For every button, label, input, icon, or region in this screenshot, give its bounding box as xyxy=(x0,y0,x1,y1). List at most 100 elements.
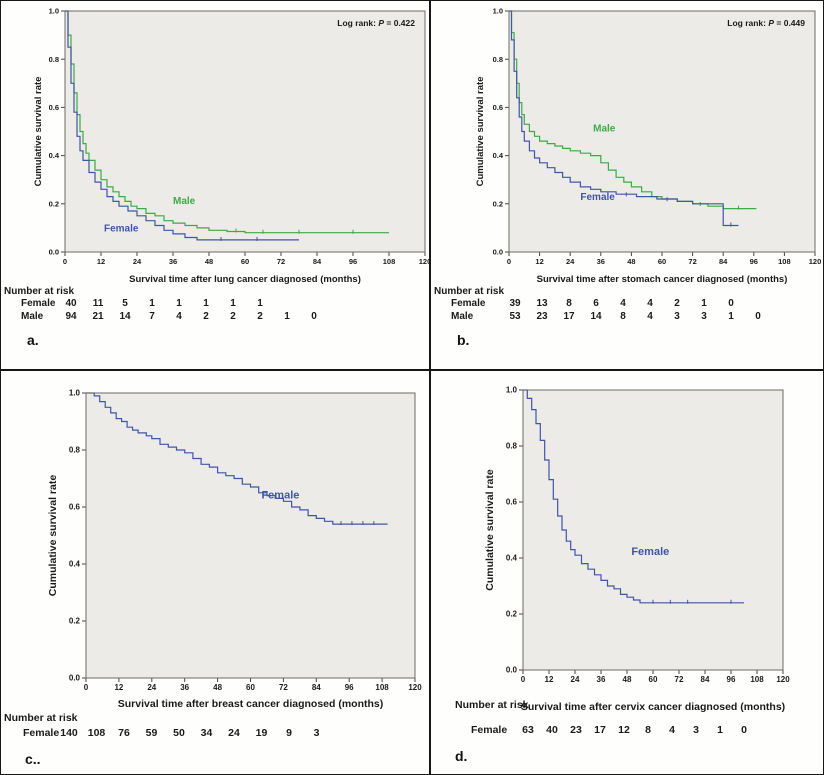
risk-count: 2 xyxy=(257,311,263,322)
risk-count: 5 xyxy=(122,298,128,309)
survival-curve-female xyxy=(65,10,299,241)
x-tick-label: 84 xyxy=(701,675,710,684)
x-tick-label: 60 xyxy=(241,257,249,266)
risk-count: 6 xyxy=(593,298,599,309)
y-tick-label: 0.8 xyxy=(506,442,518,451)
series-label-female: Female xyxy=(104,224,139,235)
risk-count: 17 xyxy=(563,311,575,322)
x-tick-label: 48 xyxy=(213,683,222,692)
risk-count: 50 xyxy=(173,727,185,739)
km-chart-d: 0.00.20.40.60.81.00 12 24 36 48 60 72 84 96 108 12… xyxy=(455,386,790,764)
x-tick-label: 96 xyxy=(750,257,758,266)
risk-count: 39 xyxy=(509,298,521,309)
x-tick-label: 72 xyxy=(277,257,285,266)
x-tick-label: 96 xyxy=(345,683,354,692)
panel-letter: a. xyxy=(27,332,39,348)
survival-curve-male xyxy=(65,10,389,234)
x-tick-label: 24 xyxy=(566,257,575,266)
risk-row-name: Male xyxy=(451,311,474,322)
x-tick-label: 72 xyxy=(688,257,696,266)
y-tick-label: 0.6 xyxy=(506,498,518,507)
log-rank-annotation: Log rank: P = 0.449 xyxy=(727,18,805,28)
x-tick-label: 72 xyxy=(675,675,684,684)
series-label-female: Female xyxy=(261,489,299,501)
risk-count: 14 xyxy=(119,311,131,322)
x-tick-label: 108 xyxy=(375,683,389,692)
y-tick-label: 0.4 xyxy=(506,554,518,563)
y-tick-label: 1.0 xyxy=(493,7,503,16)
number-at-risk-title: Number at risk xyxy=(4,712,78,724)
y-axis-title: Cumulative survival rate xyxy=(47,475,59,597)
panel-letter: c.. xyxy=(25,751,41,767)
risk-count: 3 xyxy=(693,724,699,736)
panel-letter: d. xyxy=(455,748,467,764)
x-axis-title: Survival time after lung cancer diagnose… xyxy=(129,274,361,285)
x-tick-label: 24 xyxy=(147,683,156,692)
risk-count: 23 xyxy=(570,724,582,736)
risk-count: 0 xyxy=(728,298,734,309)
y-axis-title: Cumulative survival rate xyxy=(33,77,44,187)
risk-count: 23 xyxy=(536,311,548,322)
risk-count: 3 xyxy=(674,311,680,322)
x-tick-label: 108 xyxy=(750,675,764,684)
log-rank-italic: P xyxy=(768,18,774,28)
series-label-male: Male xyxy=(173,196,196,207)
risk-count: 8 xyxy=(620,311,626,322)
x-axis-title: Survival time after stomach cancer diagn… xyxy=(537,274,788,285)
log-rank-prefix: Log rank: xyxy=(337,18,378,28)
y-tick-label: 0.2 xyxy=(69,617,81,626)
risk-count: 1 xyxy=(257,298,263,309)
risk-count: 1 xyxy=(176,298,182,309)
risk-count: 0 xyxy=(755,311,761,322)
x-tick-label: 120 xyxy=(419,257,429,266)
y-tick-label: 0.0 xyxy=(493,248,503,257)
x-tick-label: 60 xyxy=(246,683,255,692)
plot-frame xyxy=(522,389,784,671)
x-tick-label: 24 xyxy=(133,257,142,266)
log-rank-suffix: = 0.449 xyxy=(774,18,805,28)
panel-b-stomach: 0.0 0.2 0.4 0.6 0.8 1.0 0 12 24 36 48 60 72 84 96 108 12… xyxy=(431,1,823,369)
panel-a-lung: 0.0 0.2 0.4 0.6 0.8 1.0 0 12 24 36 48 60 72 84 96 108 12… xyxy=(1,1,431,369)
risk-row-name: Female xyxy=(21,298,56,309)
y-tick-label: 0.4 xyxy=(49,151,60,160)
risk-count: 0 xyxy=(741,724,747,736)
x-tick-label: 60 xyxy=(658,257,666,266)
series-label-female: Female xyxy=(580,192,615,203)
risk-count: 1 xyxy=(230,298,236,309)
x-axis-title: Survival time after cervix cancer diagno… xyxy=(521,701,785,713)
risk-count: 34 xyxy=(201,727,213,739)
risk-count: 1 xyxy=(284,311,290,322)
x-tick-label: 36 xyxy=(597,257,605,266)
survival-curve-female xyxy=(509,10,739,227)
number-at-risk-title: Number at risk xyxy=(4,286,74,297)
y-tick-label: 0.0 xyxy=(506,666,518,675)
log-rank-suffix: = 0.422 xyxy=(384,18,415,28)
x-tick-label: 108 xyxy=(383,257,396,266)
x-tick-label: 0 xyxy=(521,675,526,684)
x-tick-label: 120 xyxy=(809,257,822,266)
x-tick-label: 120 xyxy=(776,675,790,684)
x-tick-label: 0 xyxy=(84,683,89,692)
risk-count: 1 xyxy=(701,298,707,309)
risk-count: 24 xyxy=(228,727,240,739)
risk-count: 108 xyxy=(88,727,106,739)
risk-count: 53 xyxy=(509,311,521,322)
x-tick-label: 96 xyxy=(349,257,357,266)
y-tick-label: 0.6 xyxy=(493,103,503,112)
log-rank-prefix: Log rank: xyxy=(727,18,768,28)
log-rank-annotation: Log rank: P = 0.422 xyxy=(337,18,415,28)
risk-count: 40 xyxy=(546,724,558,736)
plot-area xyxy=(65,11,425,252)
risk-count: 1 xyxy=(717,724,723,736)
risk-count: 9 xyxy=(286,727,292,739)
plot-area xyxy=(509,11,815,252)
risk-count: 12 xyxy=(618,724,630,736)
series-label-female: Female xyxy=(631,546,669,558)
y-tick-label: 0.4 xyxy=(69,560,81,569)
risk-row-name: Female xyxy=(23,727,59,739)
risk-count: 4 xyxy=(647,298,653,309)
y-tick-label: 0.6 xyxy=(69,503,81,512)
risk-count: 76 xyxy=(118,727,130,739)
risk-count: 4 xyxy=(176,311,182,322)
